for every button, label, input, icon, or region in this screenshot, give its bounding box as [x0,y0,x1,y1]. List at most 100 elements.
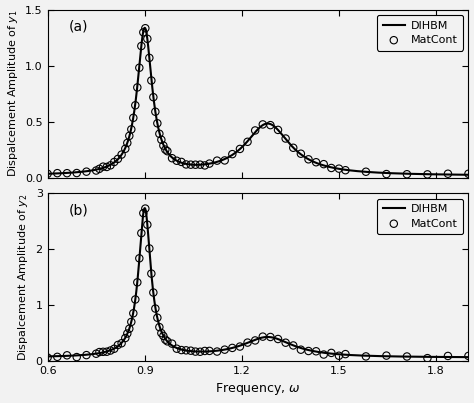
DIHBM [465,172,471,177]
MatCont [251,337,259,344]
MatCont [155,131,163,137]
MatCont [244,139,251,145]
MatCont [251,127,259,134]
MatCont [99,164,107,170]
Legend: DIHBM, MatCont: DIHBM, MatCont [377,15,463,51]
MatCont [259,333,266,340]
MatCont [282,135,290,142]
DIHBM [142,206,147,210]
MatCont [178,347,185,353]
MatCont [201,348,209,354]
MatCont [213,158,221,164]
Text: (a): (a) [69,20,88,33]
MatCont [107,162,114,168]
MatCont [259,121,266,128]
MatCont [137,43,145,49]
MatCont [82,168,90,175]
MatCont [312,348,320,355]
MatCont [136,64,143,71]
MatCont [290,342,297,349]
MatCont [154,314,161,321]
MatCont [124,140,131,146]
MatCont [110,159,118,165]
MatCont [146,55,153,61]
MatCont [152,305,159,312]
MatCont [164,148,171,154]
MatCont [173,345,181,352]
DIHBM [45,171,50,176]
MatCont [121,335,129,341]
Line: DIHBM: DIHBM [47,28,468,175]
MatCont [144,222,151,228]
DIHBM [225,347,230,351]
MatCont [444,170,452,177]
MatCont [118,152,126,158]
MatCont [465,353,472,359]
MatCont [114,156,122,162]
MatCont [142,206,149,212]
MatCont [328,165,335,171]
MatCont [201,162,209,168]
MatCont [196,162,204,168]
MatCont [221,347,228,353]
MatCont [196,349,204,355]
MatCont [160,142,167,149]
X-axis label: Frequency, $\omega$: Frequency, $\omega$ [215,382,301,397]
MatCont [160,333,167,339]
MatCont [96,166,103,172]
MatCont [128,319,135,325]
MatCont [168,341,176,347]
MatCont [155,324,163,330]
MatCont [139,29,147,35]
MatCont [187,347,194,354]
MatCont [144,35,151,42]
MatCont [129,310,137,316]
MatCont [191,348,199,355]
MatCont [182,347,190,353]
MatCont [54,353,61,360]
MatCont [274,336,282,342]
MatCont [154,120,161,127]
MatCont [131,102,139,108]
MatCont [173,158,181,164]
MatCont [236,343,244,350]
MatCont [403,171,411,177]
MatCont [297,347,305,353]
MatCont [342,167,349,173]
MatCont [99,349,107,355]
Text: (b): (b) [69,203,88,217]
MatCont [146,245,153,252]
MatCont [182,161,190,168]
MatCont [157,330,165,337]
MatCont [362,168,370,175]
MatCont [424,171,431,178]
MatCont [383,352,390,359]
MatCont [73,354,81,360]
MatCont [128,126,135,133]
DIHBM [457,172,463,177]
MatCont [126,133,133,139]
MatCont [139,210,147,216]
DIHBM [93,167,99,172]
MatCont [126,326,133,332]
MatCont [157,137,165,143]
MatCont [424,355,431,361]
MatCont [297,150,305,157]
MatCont [121,145,129,152]
MatCont [124,330,131,337]
MatCont [82,352,90,358]
MatCont [187,162,194,168]
DIHBM [45,354,50,359]
DIHBM [465,355,471,359]
MatCont [403,353,411,360]
MatCont [96,349,103,355]
MatCont [305,156,312,162]
MatCont [244,339,251,346]
MatCont [305,348,312,354]
MatCont [206,348,213,354]
MatCont [103,164,110,170]
MatCont [164,338,171,345]
MatCont [44,170,51,177]
DIHBM [412,354,418,359]
MatCont [228,151,236,157]
